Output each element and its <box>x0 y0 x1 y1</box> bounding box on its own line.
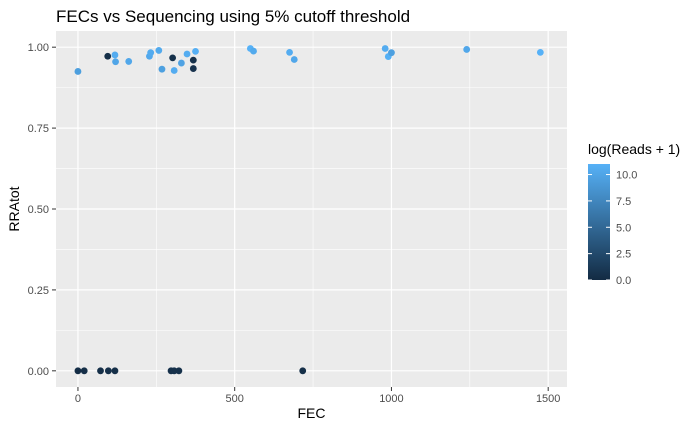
data-point <box>74 367 82 375</box>
data-point <box>111 367 119 375</box>
data-point <box>112 58 119 66</box>
y-tick-label: 0.25 <box>28 285 49 297</box>
data-point <box>80 367 88 375</box>
y-axis-title: RRAtot <box>6 186 22 231</box>
data-point <box>463 46 471 53</box>
legend-tick-label: 0.0 <box>616 275 631 287</box>
data-point <box>177 59 185 67</box>
data-point <box>290 56 298 63</box>
y-tick-label: 0.00 <box>28 366 49 378</box>
data-point <box>97 367 104 375</box>
data-point <box>125 58 133 65</box>
legend-colorbar <box>588 164 610 280</box>
data-point <box>111 51 119 59</box>
data-point <box>388 49 395 57</box>
legend-title: log(Reads + 1) <box>588 141 680 157</box>
chart-title: FECs vs Sequencing using 5% cutoff thres… <box>56 7 410 26</box>
y-tick-label: 1.00 <box>28 42 49 54</box>
data-point <box>192 47 199 55</box>
data-point <box>155 47 163 54</box>
y-tick-label: 0.50 <box>28 204 49 216</box>
legend-tick-label: 10.0 <box>616 170 637 182</box>
data-point <box>170 67 178 74</box>
data-point <box>74 68 82 75</box>
color-legend: log(Reads + 1) 0.0 2.5 5.0 7.5 10.0 <box>588 141 680 287</box>
data-point <box>170 367 178 375</box>
x-tick-label: 0 <box>75 393 81 405</box>
x-tick-label: 1500 <box>536 393 560 405</box>
y-tick-label: 0.75 <box>28 123 49 135</box>
x-tick-label: 1000 <box>379 393 403 405</box>
data-points <box>74 45 544 375</box>
data-point <box>189 65 197 72</box>
legend-tick-label: 2.5 <box>616 249 631 261</box>
data-point <box>158 65 166 73</box>
data-point <box>104 367 112 375</box>
legend-tick-label: 5.0 <box>616 222 631 234</box>
x-tick-label: 500 <box>226 393 244 405</box>
major-gridlines <box>56 31 567 387</box>
axis-ticks: 0 500 1000 1500 0.00 0.25 0.50 0.75 1.00 <box>28 42 561 405</box>
legend-tick-label: 7.5 <box>616 196 631 208</box>
data-point <box>250 47 257 55</box>
data-point <box>286 48 293 56</box>
data-point <box>104 52 112 60</box>
data-point <box>169 54 177 62</box>
data-point <box>189 56 197 64</box>
data-point <box>175 367 183 375</box>
data-point <box>536 48 544 56</box>
data-point <box>183 50 191 58</box>
x-axis-title: FEC <box>298 405 326 421</box>
data-point <box>147 49 155 57</box>
data-point <box>381 45 389 52</box>
data-point <box>299 367 307 375</box>
